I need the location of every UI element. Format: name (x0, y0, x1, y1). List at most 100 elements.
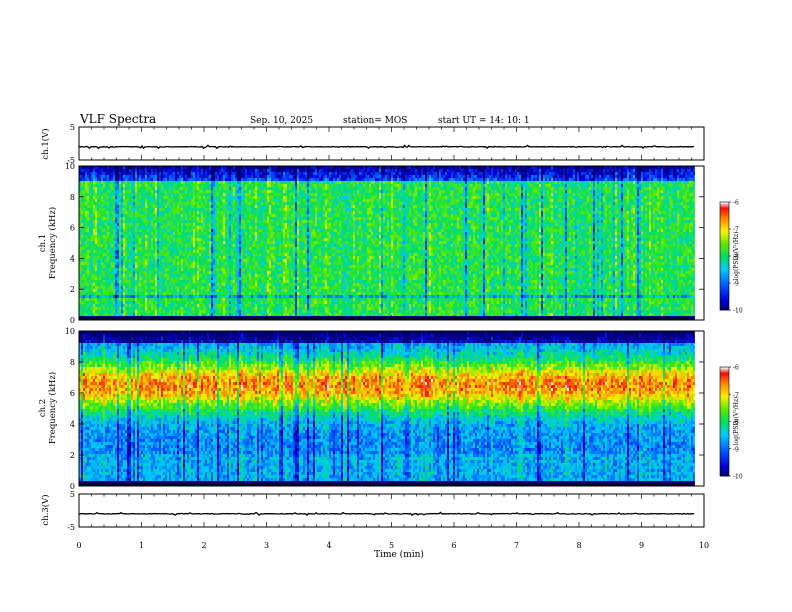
spectrogram-cell (87, 271, 89, 274)
spectrogram-cell (85, 292, 87, 295)
spectrogram-cell (101, 238, 103, 241)
spectrogram-cell (91, 247, 93, 250)
spectrogram-cell (127, 172, 129, 175)
spectrogram-cell (107, 247, 109, 250)
spectrogram-cell (95, 205, 97, 208)
spectrogram-cell (89, 214, 91, 217)
spectrogram-cell (113, 283, 115, 286)
spectrogram-cell (129, 214, 131, 217)
spectrogram-cell (117, 253, 119, 256)
spectrogram-cell (95, 223, 97, 226)
spectrogram-cell (103, 295, 105, 298)
spectrogram-cell (93, 223, 95, 226)
spectrogram-cell (87, 307, 89, 310)
spectrogram-cell (129, 169, 131, 172)
spectrogram-cell (83, 310, 85, 313)
spectrogram-cell (89, 250, 91, 253)
spectrogram-cell (119, 253, 121, 256)
spectrogram-cell (87, 193, 89, 196)
spectrogram-cell (85, 172, 87, 175)
spectrogram-cell (93, 289, 95, 292)
spectrogram-cell (131, 208, 133, 211)
spectrogram-cell (109, 247, 111, 250)
spectrogram-cell (131, 226, 133, 229)
spectrogram-cell (111, 271, 113, 274)
spectrogram-cell (111, 238, 113, 241)
spectrogram-cell (129, 304, 131, 307)
spectrogram-cell (121, 196, 123, 199)
spectrogram-cell (91, 199, 93, 202)
spectrogram-cell (127, 280, 129, 283)
spectrogram-cell (99, 313, 101, 316)
spectrogram-cell (89, 193, 91, 196)
spectrogram-cell (123, 184, 125, 187)
spectrogram-cell (101, 256, 103, 259)
spectrogram-cell (105, 235, 107, 238)
spectrogram-column (129, 166, 131, 320)
spectrogram-cell (99, 175, 101, 178)
spectrogram-cell (125, 247, 127, 250)
spectrogram-cell (81, 271, 83, 274)
spectrogram-cell (111, 313, 113, 316)
spectrogram-cell (111, 229, 113, 232)
spectrogram-cell (105, 172, 107, 175)
spectrogram-cell (95, 274, 97, 277)
spectrogram-cell (129, 217, 131, 220)
spectrogram-cell (89, 241, 91, 244)
spectrogram-cell (109, 265, 111, 268)
spectrogram-cell (93, 253, 95, 256)
spectrogram-cell (89, 205, 91, 208)
spectrogram-cell (115, 259, 117, 262)
spectrogram-cell (123, 193, 125, 196)
spectrogram-cell (95, 199, 97, 202)
spectrogram-cell (93, 265, 95, 268)
spectrogram-cell (87, 220, 89, 223)
spectrogram-cell (105, 292, 107, 295)
spectrogram-cell (93, 244, 95, 247)
spectrogram-cell (125, 304, 127, 307)
spectrogram-cell (111, 304, 113, 307)
spectrogram-cell (91, 262, 93, 265)
spectrogram-cell (119, 235, 121, 238)
spectrogram-cell (91, 196, 93, 199)
spectrogram-cell (97, 193, 99, 196)
spectrogram-cell (117, 178, 119, 181)
spectrogram-cell (131, 175, 133, 178)
spectrogram-cell (91, 265, 93, 268)
spectrogram-cell (131, 232, 133, 235)
spectrogram-cell (87, 250, 89, 253)
spectrogram-cell (101, 229, 103, 232)
spectrogram-cell (115, 262, 117, 265)
spectrogram-cell (125, 184, 127, 187)
spectrogram-cell (119, 301, 121, 304)
spectrogram-cell (101, 262, 103, 265)
spectrogram-cell (111, 274, 113, 277)
spectrogram-cell (113, 304, 115, 307)
spectrogram-cell (87, 199, 89, 202)
spectrogram-cell (119, 199, 121, 202)
spectrogram-cell (125, 199, 127, 202)
spectrogram-cell (113, 202, 115, 205)
spectrogram-cell (123, 274, 125, 277)
spectrogram-column (123, 166, 125, 320)
spectrogram-cell (107, 298, 109, 301)
spectrogram-cell (103, 220, 105, 223)
spectrogram-cell (113, 262, 115, 265)
spectrogram-cell (99, 211, 101, 214)
spectrogram-cell (101, 268, 103, 271)
spectrogram-cell (105, 259, 107, 262)
spectrogram-cell (119, 181, 121, 184)
spectrogram-cell (83, 250, 85, 253)
spectrogram-cell (105, 268, 107, 271)
spectrogram-cell (127, 241, 129, 244)
spectrogram-cell (87, 310, 89, 313)
spectrogram-cell (97, 214, 99, 217)
spectrogram-cell (103, 283, 105, 286)
spectrogram-cell (87, 190, 89, 193)
spectrogram-cell (123, 223, 125, 226)
spectrogram-cell (111, 280, 113, 283)
spectrogram-cell (121, 199, 123, 202)
spectrogram-cell (107, 223, 109, 226)
spectrogram-cell (121, 214, 123, 217)
spectrogram-cell (95, 229, 97, 232)
